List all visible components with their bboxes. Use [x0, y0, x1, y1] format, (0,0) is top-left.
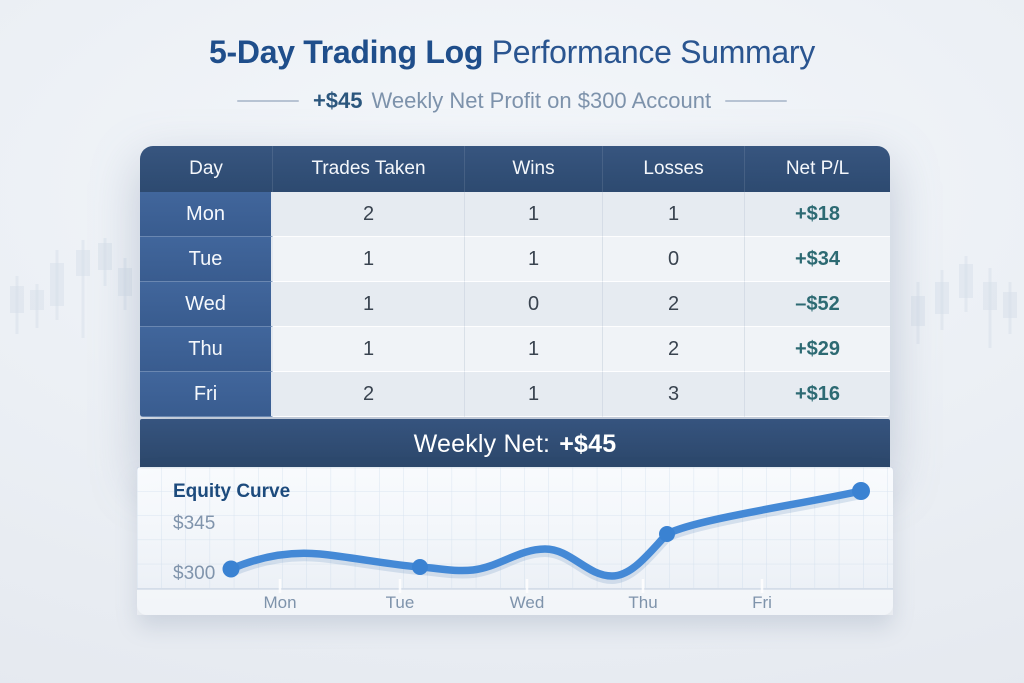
subtitle-rule-right	[725, 100, 788, 102]
col-header-wins: Wins	[465, 146, 603, 192]
col-header-day: Day	[140, 146, 273, 192]
cell-trades: 2	[273, 192, 465, 237]
y-axis-tick-345: $345	[173, 513, 216, 534]
equity-curve-chart	[137, 467, 893, 615]
page-header: 5-Day Trading Log Performance Summary	[0, 34, 1024, 71]
cell-net: +$34	[745, 237, 890, 282]
weekly-net-label: Weekly Net:	[413, 429, 551, 458]
cell-wins: 1	[465, 192, 603, 237]
chart-gridlines	[137, 467, 893, 589]
cell-losses: 3	[603, 372, 745, 417]
chart-title: Equity Curve	[173, 481, 291, 502]
candlestick-watermark-right	[911, 256, 1017, 348]
row-day-label: Tue	[140, 237, 273, 282]
subtitle-rule-left	[236, 100, 299, 102]
x-axis-ticks	[278, 579, 764, 593]
x-axis-label-mon: Mon	[263, 593, 297, 612]
equity-curve-panel: Equity Curve $345 $300 Mon Tue Wed Thu F…	[137, 467, 893, 615]
equity-curve-line	[227, 487, 865, 580]
page-title: 5-Day Trading Log Performance Summary	[0, 34, 1024, 71]
cell-trades: 1	[273, 282, 465, 327]
x-axis-label-tue: Tue	[385, 593, 415, 612]
cell-net: +$29	[745, 327, 890, 372]
cell-net: +$16	[745, 372, 890, 417]
x-axis-label-wed: Wed	[509, 593, 545, 612]
cell-losses: 2	[603, 327, 745, 372]
row-day-label: Wed	[140, 282, 273, 327]
cell-losses: 2	[603, 282, 745, 327]
x-axis-strip	[137, 589, 893, 615]
subtitle-profit-value: +$45	[312, 88, 363, 113]
cell-wins: 0	[465, 282, 603, 327]
cell-trades: 1	[273, 327, 465, 372]
cell-trades: 2	[273, 372, 465, 417]
cell-wins: 1	[465, 237, 603, 282]
trading-log-table: Day Trades Taken Wins Losses Net P/L Mon…	[140, 146, 890, 417]
cell-wins: 1	[465, 372, 603, 417]
row-day-label: Thu	[140, 327, 273, 372]
weekly-net-banner: Weekly Net: +$45	[140, 419, 890, 469]
cell-losses: 0	[603, 237, 745, 282]
equity-curve-markers	[222, 482, 870, 578]
x-axis-label-fri: Fri	[752, 593, 772, 612]
page-title-bold: 5-Day Trading Log	[209, 34, 484, 70]
page-title-regular: Performance Summary	[491, 34, 816, 70]
col-header-losses: Losses	[603, 146, 745, 192]
cell-net: +$18	[745, 192, 890, 237]
cell-trades: 1	[273, 237, 465, 282]
col-header-trades: Trades Taken	[273, 146, 465, 192]
cell-wins: 1	[465, 327, 603, 372]
col-header-net: Net P/L	[745, 146, 890, 192]
trading-log-card: Day Trades Taken Wins Losses Net P/L Mon…	[140, 146, 890, 469]
y-axis-tick-300: $300	[173, 563, 216, 584]
cell-net: –$52	[745, 282, 890, 327]
x-axis-label-thu: Thu	[628, 593, 658, 612]
weekly-net-value: +$45	[559, 429, 617, 458]
row-day-label: Fri	[140, 372, 273, 417]
cell-losses: 1	[603, 192, 745, 237]
page-subtitle: +$45 Weekly Net Profit on $300 Account	[0, 88, 1024, 114]
subtitle-text: Weekly Net Profit on $300 Account	[371, 88, 712, 113]
row-day-label: Mon	[140, 192, 273, 237]
